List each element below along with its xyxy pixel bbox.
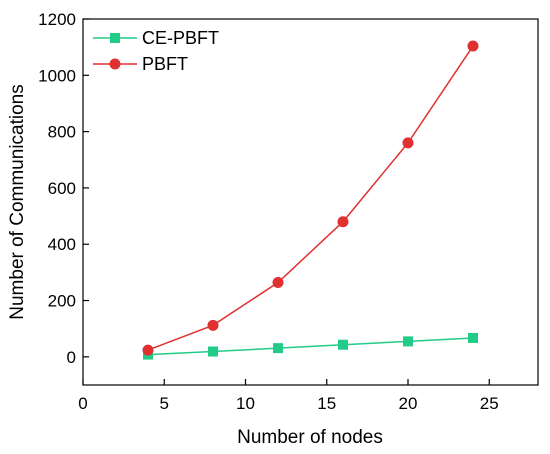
x-tick-label: 10 (236, 394, 255, 413)
data-point-ce-pbft (208, 346, 218, 357)
legend-marker (109, 58, 121, 70)
y-tick-label: 1200 (38, 10, 76, 29)
legend: CE-PBFT PBFT (93, 28, 219, 74)
y-tick-label: 0 (67, 348, 76, 367)
y-axis-title: Number of Communications (7, 84, 28, 319)
series-ce-pbft (143, 332, 478, 360)
x-tick-label: 0 (78, 394, 87, 413)
x-tick-label: 15 (317, 394, 336, 413)
data-point-ce-pbft (338, 339, 348, 350)
series-pbft (142, 40, 479, 356)
data-point-pbft (467, 40, 479, 52)
legend-item-ce-pbft: CE-PBFT (93, 28, 219, 48)
plot-frame (82, 18, 539, 386)
axis-ticks: 0 5 10 15 20 25 0 200 400 600 800 1000 1200 (38, 10, 499, 413)
series-group (142, 40, 479, 360)
legend-item-pbft: PBFT (93, 54, 188, 74)
x-tick-label: 5 (160, 394, 169, 413)
x-tick-label: 20 (399, 394, 418, 413)
x-axis-title: Number of nodes (237, 427, 383, 448)
series-line-pbft (147, 45, 474, 351)
series-line-ce-pbft (147, 337, 474, 356)
data-point-ce-pbft (403, 336, 413, 347)
y-tick-label: 600 (48, 179, 76, 198)
y-tick-label: 400 (48, 235, 76, 254)
data-point-pbft (142, 344, 154, 356)
y-tick-label: 1000 (38, 66, 76, 85)
data-point-ce-pbft (273, 343, 283, 354)
y-tick-label: 200 (48, 292, 76, 311)
legend-label: CE-PBFT (142, 28, 219, 48)
data-point-pbft (272, 277, 284, 289)
legend-marker (110, 33, 120, 43)
x-tick-label: 25 (480, 394, 499, 413)
data-point-pbft (337, 216, 349, 228)
data-point-pbft (402, 137, 414, 149)
data-point-pbft (207, 319, 219, 331)
y-tick-label: 800 (48, 123, 76, 142)
data-point-ce-pbft (468, 332, 478, 343)
legend-label: PBFT (142, 54, 188, 74)
